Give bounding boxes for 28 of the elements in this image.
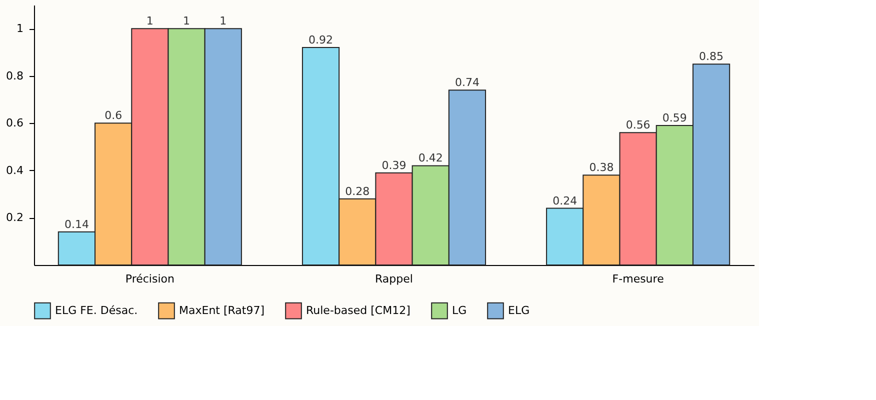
data-label: 0.92 [308, 34, 334, 47]
data-label: 1 [220, 14, 227, 28]
legend-label: MaxEnt [Rat97] [179, 304, 265, 317]
data-label: 0.56 [626, 118, 650, 132]
data-label: 0.42 [418, 152, 443, 165]
legend-label: ELG FE. Désac. [55, 304, 138, 317]
x-tick-label: Précision [125, 272, 174, 286]
legend-label: ELG [508, 304, 530, 317]
y-tick-label: 0.4 [6, 164, 24, 177]
y-tick-label: 0.2 [6, 211, 24, 224]
legend-label: Rule-based [CM12] [306, 304, 410, 317]
data-label: 0.59 [662, 112, 687, 125]
data-label: 0.28 [345, 184, 370, 198]
data-label: 0.24 [552, 194, 578, 208]
data-label: 0.85 [699, 50, 724, 64]
y-tick-label: 0.6 [6, 116, 24, 130]
x-tick-label: Rappel [375, 272, 413, 286]
legend-label: LG [452, 304, 467, 317]
x-tick-label: F-mesure [612, 272, 664, 286]
data-label: 1 [183, 14, 190, 28]
data-label: 0.38 [589, 161, 614, 174]
y-tick-label: 0.8 [6, 69, 24, 82]
data-label: 1 [146, 14, 154, 28]
data-label: 0.14 [64, 218, 89, 231]
data-label: 0.39 [382, 158, 406, 172]
y-tick-label: 1 [16, 22, 24, 36]
data-label: 0.6 [104, 109, 122, 122]
data-label: 0.74 [454, 76, 480, 90]
